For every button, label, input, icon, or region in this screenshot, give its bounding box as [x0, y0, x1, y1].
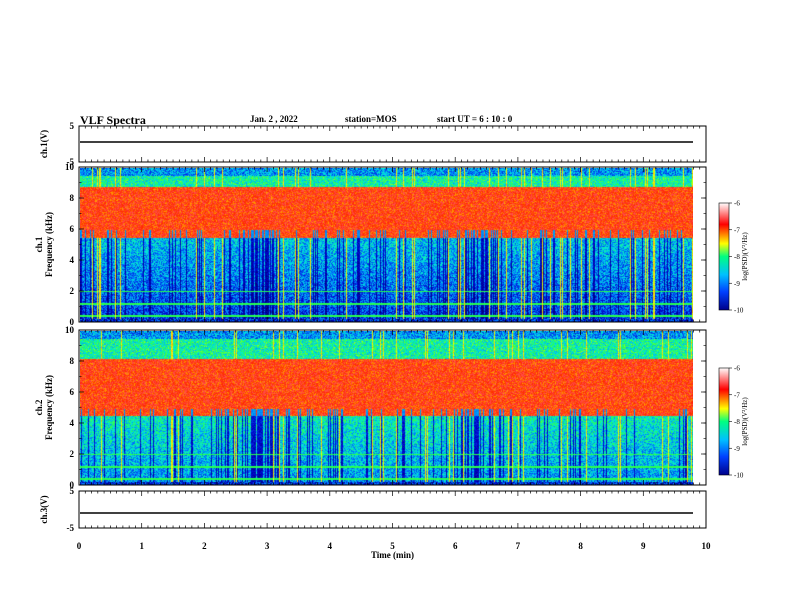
y-tick-label: 4 [70, 418, 75, 428]
y-tick-label: 6 [70, 387, 75, 397]
x-tick-label: 4 [328, 541, 333, 551]
colorbar-tick-label: -7 [734, 391, 740, 399]
y-axis-label: ch.1(V) [39, 130, 49, 158]
y-tick-label: -5 [67, 523, 75, 533]
axis-ticks [78, 125, 707, 529]
x-tick-label: 6 [453, 541, 458, 551]
x-tick-label: 0 [77, 541, 82, 551]
colorbar-tick-label: -6 [734, 365, 740, 373]
x-tick-label: 3 [265, 541, 270, 551]
colorbar-tick-label: -10 [734, 472, 744, 480]
y-axis-label: ch.3(V) [39, 495, 49, 523]
x-tick-label: 10 [702, 541, 712, 551]
date-label: Jan. 2 , 2022 [250, 114, 298, 124]
colorbar-tick-label: -8 [734, 418, 740, 426]
y-tick-label: -5 [67, 157, 75, 167]
x-tick-label: 1 [139, 541, 144, 551]
ch2-spectrogram [80, 331, 693, 485]
colorbar-label: log(PSD)(V²/Hz) [741, 397, 749, 446]
y-axis-label: Frequency (kHz) [44, 212, 54, 277]
colorbar-tick-label: -10 [734, 307, 744, 315]
ch1-waveform-frame [78, 125, 707, 163]
y-tick-label: 8 [70, 193, 75, 203]
colorbar-tick-label: -9 [734, 280, 740, 288]
y-axis-label: ch.1 [34, 236, 44, 252]
chart-title: VLF Spectra [80, 113, 146, 127]
y-tick-label: 10 [65, 325, 75, 335]
y-tick-label: 5 [70, 486, 75, 496]
colorbar-tick-label: -8 [734, 253, 740, 261]
x-tick-label: 7 [516, 541, 521, 551]
y-tick-label: 8 [70, 356, 75, 366]
colorbar-tick-label: -6 [734, 200, 740, 208]
y-tick-label: 10 [65, 162, 75, 172]
colorbar-tick-label: -9 [734, 445, 740, 453]
x-tick-label: 2 [202, 541, 207, 551]
y-tick-label: 0 [70, 317, 75, 327]
colorbar-tick-label: -7 [734, 226, 740, 234]
start-time-label: start UT = 6 : 10 : 0 [437, 114, 513, 124]
station-label: station=MOS [345, 114, 397, 124]
x-tick-label: 9 [641, 541, 646, 551]
y-tick-label: 6 [70, 224, 75, 234]
y-tick-label: 5 [70, 121, 75, 131]
y-tick-label: 2 [70, 286, 75, 296]
y-tick-label: 2 [70, 449, 75, 459]
x-axis-label: Time (min) [371, 550, 414, 560]
y-tick-label: 0 [70, 480, 75, 490]
ch1-spectrogram [80, 168, 693, 322]
ch2-colorbar [718, 367, 730, 476]
colorbar-ticks: -6 -7 -8 -9 -10 log(PSD)(V²/Hz) -6 -7 -8 -9 -10 log… [729, 200, 749, 480]
x-tick-label: 5 [390, 541, 395, 551]
ch1-colorbar [718, 202, 730, 311]
colorbar-label: log(PSD)(V²/Hz) [741, 232, 749, 281]
x-tick-label: 8 [578, 541, 583, 551]
y-axis-label: ch.2 [34, 399, 44, 415]
y-tick-label: 4 [70, 255, 75, 265]
ch3-waveform-frame [78, 490, 707, 529]
y-axis-label: Frequency (kHz) [44, 375, 54, 440]
